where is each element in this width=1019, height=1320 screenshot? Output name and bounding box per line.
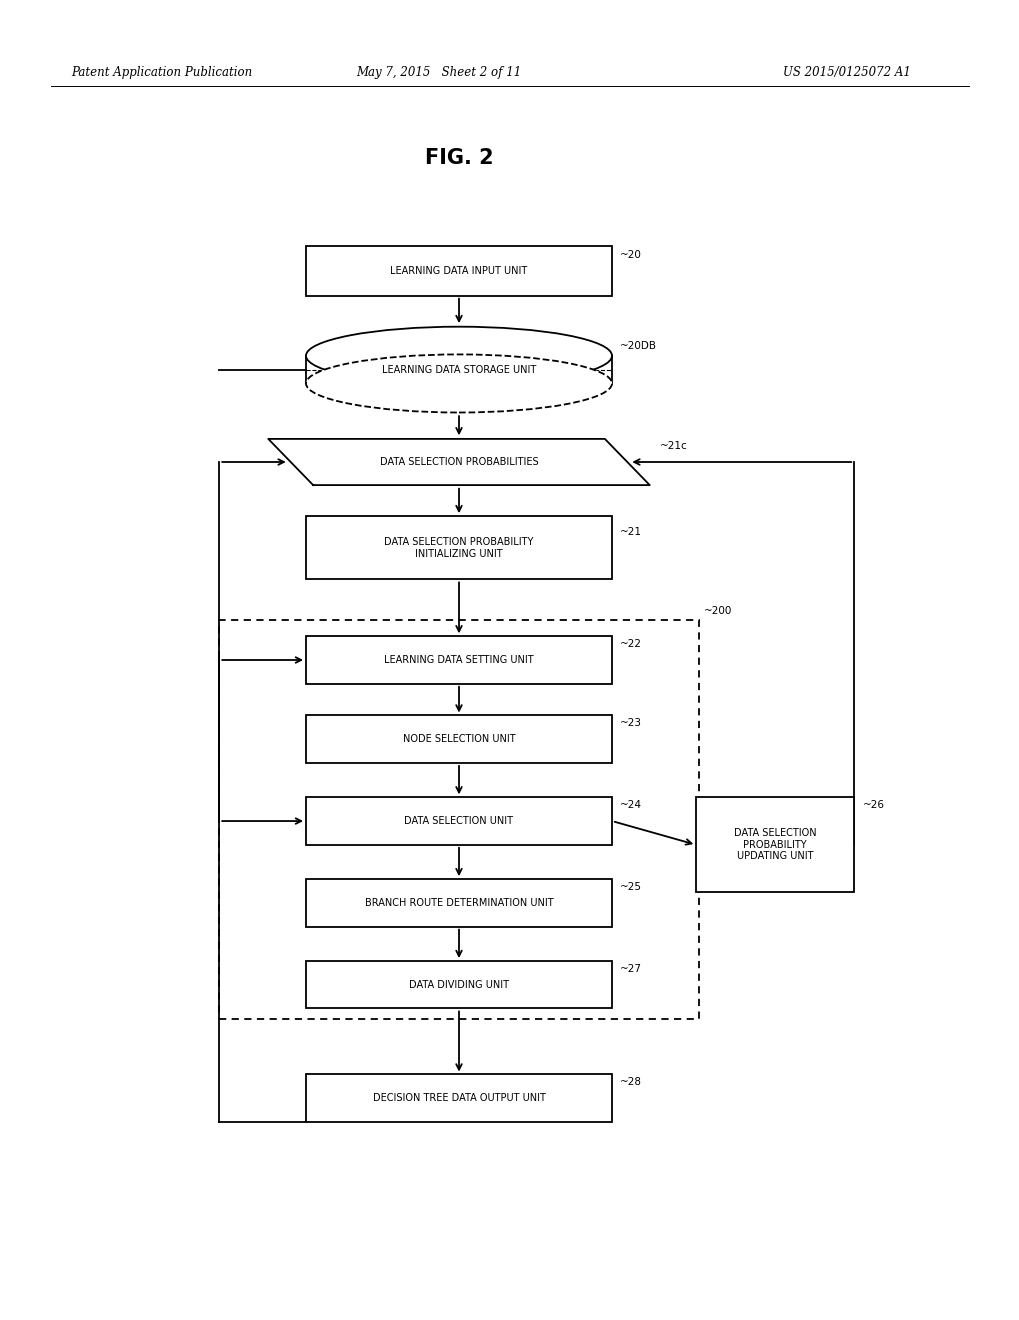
- Bar: [219, 620, 698, 1019]
- Text: ~25: ~25: [620, 882, 642, 892]
- Text: DATA SELECTION PROBABILITIES: DATA SELECTION PROBABILITIES: [379, 457, 538, 467]
- Text: NODE SELECTION UNIT: NODE SELECTION UNIT: [403, 734, 515, 744]
- Text: Patent Application Publication: Patent Application Publication: [71, 66, 253, 79]
- Bar: [695, 797, 854, 892]
- Bar: [306, 246, 611, 296]
- Text: BRANCH ROUTE DETERMINATION UNIT: BRANCH ROUTE DETERMINATION UNIT: [365, 898, 552, 908]
- Text: FIG. 2: FIG. 2: [424, 148, 493, 169]
- Text: ~27: ~27: [620, 964, 642, 974]
- Bar: [306, 636, 611, 684]
- Text: DATA SELECTION PROBABILITY
INITIALIZING UNIT: DATA SELECTION PROBABILITY INITIALIZING …: [384, 537, 533, 558]
- Text: ~24: ~24: [620, 800, 642, 810]
- Text: DATA DIVIDING UNIT: DATA DIVIDING UNIT: [409, 979, 508, 990]
- Bar: [306, 715, 611, 763]
- Text: DECISION TREE DATA OUTPUT UNIT: DECISION TREE DATA OUTPUT UNIT: [372, 1093, 545, 1104]
- Text: ~21c: ~21c: [659, 441, 687, 451]
- Polygon shape: [268, 438, 649, 484]
- Text: DATA SELECTION
PROBABILITY
UPDATING UNIT: DATA SELECTION PROBABILITY UPDATING UNIT: [733, 828, 816, 862]
- Bar: [306, 879, 611, 927]
- Text: ~28: ~28: [620, 1077, 642, 1088]
- Ellipse shape: [306, 354, 611, 412]
- Bar: [306, 797, 611, 845]
- Bar: [306, 516, 611, 579]
- Text: May 7, 2015   Sheet 2 of 11: May 7, 2015 Sheet 2 of 11: [356, 66, 521, 79]
- Text: ~20: ~20: [620, 249, 641, 260]
- Text: ~26: ~26: [862, 800, 883, 810]
- Bar: [306, 1074, 611, 1122]
- Text: ~21: ~21: [620, 527, 642, 537]
- Text: ~200: ~200: [703, 606, 732, 616]
- Text: US 2015/0125072 A1: US 2015/0125072 A1: [782, 66, 910, 79]
- Bar: [306, 355, 611, 383]
- Text: DATA SELECTION UNIT: DATA SELECTION UNIT: [405, 816, 513, 826]
- Text: LEARNING DATA STORAGE UNIT: LEARNING DATA STORAGE UNIT: [381, 364, 536, 375]
- Bar: [306, 961, 611, 1008]
- Text: ~20DB: ~20DB: [620, 341, 656, 351]
- Text: ~22: ~22: [620, 639, 642, 649]
- Text: LEARNING DATA SETTING UNIT: LEARNING DATA SETTING UNIT: [384, 655, 533, 665]
- Text: LEARNING DATA INPUT UNIT: LEARNING DATA INPUT UNIT: [390, 265, 527, 276]
- Ellipse shape: [306, 327, 611, 385]
- Text: ~23: ~23: [620, 718, 642, 729]
